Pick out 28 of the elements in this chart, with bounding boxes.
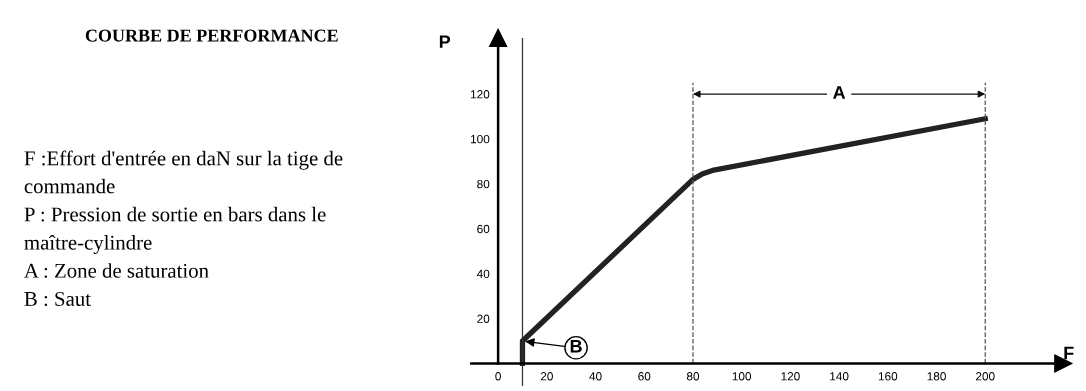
x-tick-label: 60: [638, 372, 651, 381]
y-tick-label: 120: [470, 90, 490, 99]
text: commande: [24, 178, 115, 194]
x-tick-label: 120: [781, 372, 800, 381]
text: maître-cylindre: [24, 234, 152, 254]
y-tick-label: 60: [477, 224, 490, 234]
x-tick-label: 80: [686, 372, 700, 381]
x-axis-title: F: [1064, 346, 1074, 360]
x-tick-label: 40: [589, 372, 602, 381]
x-tick-label: 0: [495, 372, 501, 381]
x-tick-label: 100: [732, 372, 752, 381]
text: F :Effort d'entrée en daN sur la tige de: [24, 150, 343, 170]
x-tick-label: 20: [540, 372, 553, 381]
annotation: A: [833, 86, 846, 99]
y-tick-label: 80: [477, 179, 490, 189]
x-tick-label: 180: [927, 372, 946, 381]
text: COURBE DE PERFORMANCE: [85, 29, 338, 42]
text: A : Zone de saturation: [24, 263, 209, 278]
y-tick-label: 100: [470, 134, 490, 144]
x-tick-label: 200: [976, 372, 995, 381]
text: B : Saut: [24, 291, 91, 307]
y-tick-label: 20: [477, 314, 490, 323]
text: P : Pression de sortie en bars dans le: [24, 206, 326, 222]
annotation: B: [570, 340, 582, 353]
y-axis-title: P: [439, 35, 451, 48]
x-tick-label: 160: [878, 372, 898, 381]
y-tick-label: 40: [476, 269, 490, 279]
x-tick-label: 140: [830, 372, 849, 381]
